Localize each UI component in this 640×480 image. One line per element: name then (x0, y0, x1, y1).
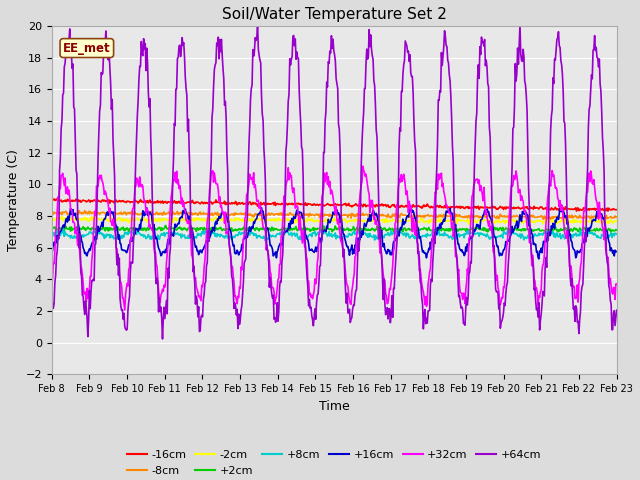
+32cm (359, 163, 367, 169)
+64cm (116, 296, 124, 301)
+16cm (332, 204, 339, 210)
-8cm (174, 212, 182, 217)
+16cm (404, 213, 412, 218)
-2cm (173, 217, 181, 223)
+32cm (204, 214, 212, 219)
-2cm (404, 218, 412, 224)
+64cm (612, 307, 620, 313)
+32cm (121, 307, 129, 313)
Line: +2cm: +2cm (52, 226, 616, 232)
-2cm (507, 222, 515, 228)
-8cm (76, 208, 83, 214)
+64cm (58, 118, 66, 124)
-16cm (117, 199, 125, 204)
-2cm (116, 215, 124, 221)
-16cm (48, 197, 56, 203)
-16cm (604, 208, 612, 214)
+32cm (404, 210, 412, 216)
+2cm (58, 226, 66, 231)
Legend: -16cm, -8cm, -2cm, +2cm, +8cm, +16cm, +32cm, +64cm: -16cm, -8cm, -2cm, +2cm, +8cm, +16cm, +3… (122, 446, 546, 480)
Y-axis label: Temperature (C): Temperature (C) (7, 149, 20, 251)
+2cm (420, 225, 428, 230)
+8cm (174, 231, 182, 237)
-8cm (58, 212, 66, 217)
+16cm (612, 249, 620, 254)
+8cm (262, 238, 269, 244)
+8cm (421, 232, 429, 238)
-2cm (204, 218, 212, 224)
-2cm (612, 218, 620, 224)
+64cm (159, 336, 166, 342)
+2cm (507, 229, 515, 235)
Line: -8cm: -8cm (52, 211, 616, 219)
+8cm (60, 226, 67, 231)
+8cm (404, 231, 412, 237)
+8cm (612, 231, 620, 237)
X-axis label: Time: Time (319, 400, 349, 413)
Line: -2cm: -2cm (52, 216, 616, 225)
Title: Soil/Water Temperature Set 2: Soil/Water Temperature Set 2 (221, 7, 447, 22)
-16cm (59, 199, 67, 204)
-16cm (612, 207, 620, 213)
+8cm (48, 234, 56, 240)
Line: -16cm: -16cm (52, 199, 616, 211)
-8cm (612, 214, 620, 220)
-16cm (52, 196, 60, 202)
-16cm (204, 201, 212, 206)
-16cm (420, 202, 428, 208)
+64cm (404, 48, 412, 54)
-2cm (58, 214, 66, 219)
-2cm (186, 213, 193, 219)
-8cm (547, 216, 554, 222)
+2cm (404, 227, 412, 232)
+64cm (48, 310, 56, 315)
+2cm (174, 225, 182, 231)
Line: +16cm: +16cm (52, 207, 616, 259)
+8cm (58, 230, 66, 236)
+32cm (58, 173, 66, 179)
-8cm (404, 213, 412, 219)
+16cm (58, 226, 66, 231)
+16cm (48, 250, 56, 256)
+8cm (117, 236, 125, 241)
+64cm (253, 21, 261, 26)
-16cm (404, 203, 412, 209)
Line: +8cm: +8cm (52, 228, 616, 241)
+32cm (48, 283, 56, 288)
+2cm (204, 226, 212, 231)
-8cm (420, 215, 428, 220)
+16cm (204, 239, 211, 244)
Text: EE_met: EE_met (63, 42, 111, 55)
+2cm (162, 223, 170, 228)
+2cm (116, 228, 124, 233)
+32cm (116, 277, 124, 283)
+64cm (421, 307, 429, 312)
-8cm (48, 210, 56, 216)
+16cm (535, 256, 543, 262)
+32cm (174, 177, 182, 182)
+16cm (173, 221, 181, 227)
-16cm (174, 199, 182, 204)
+32cm (421, 302, 429, 308)
+8cm (204, 230, 212, 236)
-2cm (420, 220, 428, 226)
+2cm (612, 227, 620, 233)
+64cm (174, 55, 182, 60)
+32cm (612, 281, 620, 287)
+16cm (116, 240, 124, 246)
+2cm (48, 227, 56, 233)
-8cm (204, 211, 212, 217)
-8cm (117, 209, 125, 215)
Line: +32cm: +32cm (52, 166, 616, 310)
Line: +64cm: +64cm (52, 24, 616, 339)
-2cm (48, 216, 56, 221)
+16cm (420, 250, 428, 256)
+64cm (204, 228, 212, 234)
